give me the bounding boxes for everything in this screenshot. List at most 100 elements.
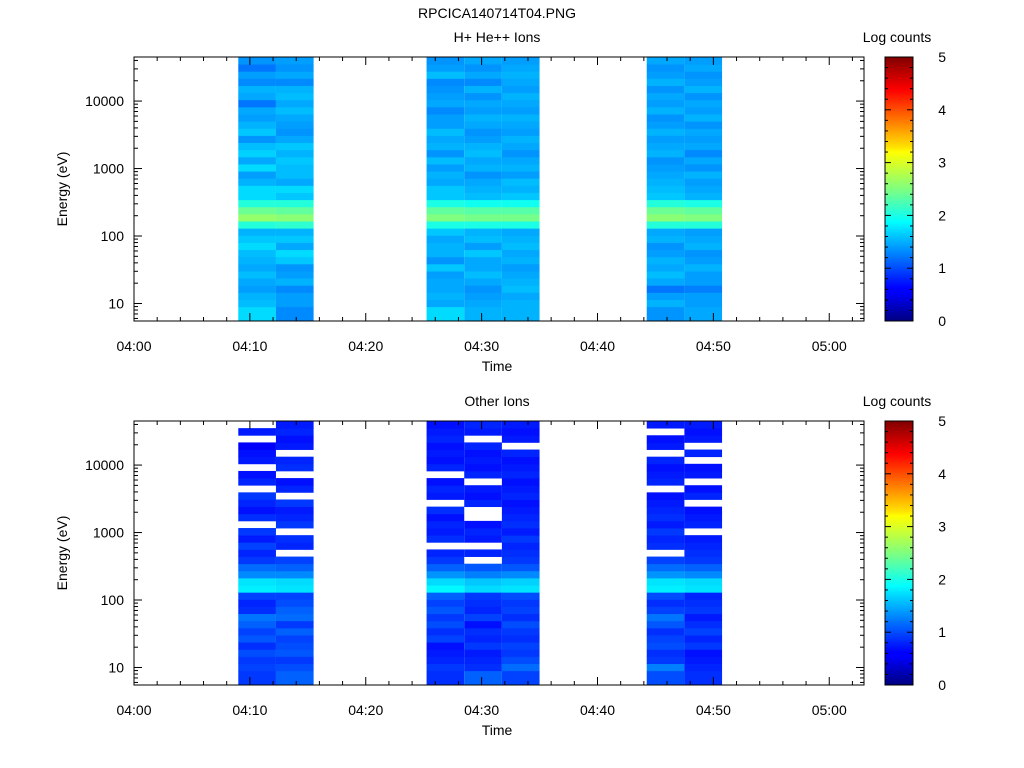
heatmap-cell (464, 670, 502, 679)
heatmap-cell (646, 577, 685, 586)
heatmap-cell (464, 249, 502, 258)
heatmap-cell (646, 556, 685, 565)
heatmap-cell (426, 563, 465, 572)
heatmap-cell (275, 235, 314, 243)
heatmap-cell (684, 228, 723, 236)
heatmap-cell (501, 592, 540, 600)
heatmap-cell (464, 635, 502, 643)
heatmap-cell (646, 256, 685, 265)
heatmap-cell (238, 470, 276, 479)
heatmap-cell (501, 577, 540, 586)
heatmap-cell (275, 221, 314, 229)
heatmap-cell (464, 92, 502, 101)
colorbar-tick-label: 2 (938, 571, 946, 587)
heatmap-cell (275, 178, 314, 186)
heatmap-cell (238, 106, 276, 115)
heatmap-cell (464, 235, 502, 243)
heatmap-cell (275, 185, 314, 193)
heatmap-cell (238, 292, 276, 300)
heatmap-cell (464, 171, 502, 179)
heatmap-cell (238, 278, 276, 286)
heatmap-cell (464, 313, 502, 322)
heatmap-cell (501, 670, 540, 679)
heatmap-cells (238, 57, 723, 322)
heatmap-cell (646, 470, 685, 479)
heatmap-cell (238, 627, 276, 636)
heatmap-cell (275, 570, 314, 579)
heatmap-cell (646, 285, 685, 293)
heatmap-cell (464, 228, 502, 236)
heatmap-cell (684, 570, 723, 579)
heatmap-cell (275, 299, 314, 308)
heatmap-cell (501, 57, 540, 65)
heatmap-cell (501, 306, 540, 315)
heatmap-cell (275, 206, 314, 215)
heatmap-cell (238, 156, 276, 165)
heatmap-cell (464, 528, 502, 536)
heatmap-cell (684, 649, 723, 657)
heatmap-cell (464, 114, 502, 122)
heatmap-cell (275, 306, 314, 315)
heatmap-cell (275, 627, 314, 636)
heatmap-cell (426, 71, 465, 79)
heatmap-cell (464, 206, 502, 215)
heatmap-cell (501, 635, 540, 643)
heatmap-cell (238, 635, 276, 643)
heatmap-cell (464, 577, 502, 586)
x-tick-label: 05:00 (812, 338, 847, 354)
heatmap-cell (426, 656, 465, 664)
heatmap-cell (238, 64, 276, 72)
heatmap-cell (426, 506, 465, 515)
heatmap-cell (646, 271, 685, 279)
heatmap-cell (684, 513, 723, 522)
heatmap-cell (684, 135, 723, 144)
heatmap-cell (646, 613, 685, 622)
heatmap-cell (275, 463, 314, 472)
heatmap-cell (684, 520, 723, 529)
heatmap-cell (684, 106, 723, 115)
heatmap-cell (238, 114, 276, 122)
heatmap-cell (238, 499, 276, 508)
colorbar-tick-label: 5 (938, 413, 946, 429)
heatmap-cell (238, 677, 276, 686)
heatmap-cell (646, 299, 685, 308)
heatmap-cell (426, 106, 465, 115)
heatmap-cell (426, 64, 465, 72)
heatmap-cell (426, 620, 465, 629)
heatmap-cell (464, 121, 502, 129)
heatmap-cell (238, 428, 276, 436)
heatmap-cell (464, 106, 502, 115)
heatmap-cell (426, 306, 465, 315)
heatmap-cell (684, 206, 723, 215)
heatmap-cell (275, 99, 314, 108)
heatmap-cell (426, 442, 465, 450)
x-tick-label: 04:00 (116, 702, 151, 718)
heatmap-cell (464, 520, 502, 529)
y-axis-label: Energy (eV) (54, 152, 70, 227)
heatmap-cell (275, 421, 314, 429)
heatmap-cell (646, 192, 685, 201)
heatmap-cell (426, 485, 465, 493)
heatmap-cell (426, 463, 465, 472)
heatmap-cell (684, 192, 723, 201)
heatmap-cell (501, 192, 540, 201)
heatmap-cell (464, 428, 502, 436)
heatmap-cell (275, 506, 314, 515)
heatmap-cell (684, 592, 723, 600)
heatmap-cell (275, 135, 314, 144)
heatmap-cell (646, 121, 685, 129)
heatmap-cell (501, 428, 540, 436)
heatmap-cell (426, 449, 465, 458)
heatmap-cell (426, 271, 465, 279)
heatmap-cell (275, 677, 314, 686)
heatmap-cell (275, 556, 314, 565)
x-tick-label: 05:00 (812, 702, 847, 718)
heatmap-cell (646, 592, 685, 600)
colorbar-ticks: 0 1 2 3 4 5 (885, 413, 946, 693)
heatmap-cell (238, 128, 276, 136)
heatmap-cell (464, 142, 502, 151)
heatmap-cell (275, 85, 314, 94)
heatmap-cell (501, 549, 540, 557)
heatmap-cell (275, 513, 314, 522)
